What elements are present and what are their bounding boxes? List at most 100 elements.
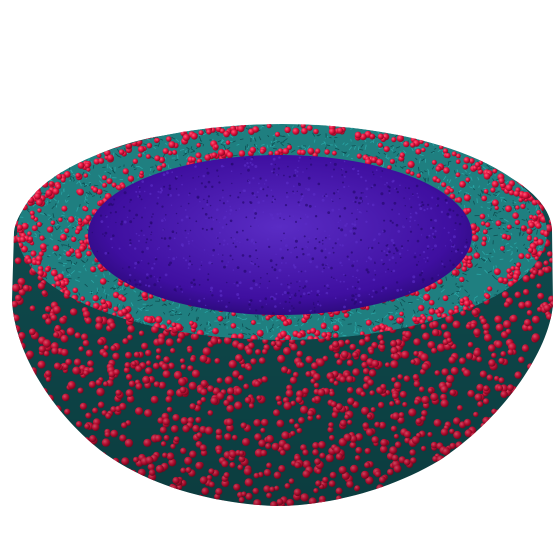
headgroup-bead: [432, 127, 439, 133]
headgroup-bead: [59, 279, 67, 287]
headgroup-bead: [86, 250, 92, 257]
lipid-tail: [84, 267, 87, 272]
headgroup-bead: [175, 323, 183, 331]
headgroup-bead: [556, 477, 560, 483]
headgroup-bead: [525, 411, 533, 419]
lipid-tail: [539, 246, 543, 248]
lipid-tail: [476, 198, 478, 204]
headgroup-bead: [416, 173, 422, 178]
headgroup-bead: [101, 476, 108, 483]
core-particle: [164, 273, 168, 277]
lipid-tail: [418, 158, 421, 164]
headgroup-bead: [106, 178, 113, 185]
headgroup-bead: [463, 194, 471, 202]
headgroup-bead: [137, 507, 144, 514]
headgroup-bead: [546, 429, 553, 436]
lipid-tail: [297, 124, 300, 128]
headgroup-bead: [127, 479, 134, 486]
headgroup-bead: [163, 516, 169, 522]
lipid-tail: [108, 166, 113, 171]
lipid-tail: [454, 148, 458, 151]
lipid-tail: [341, 319, 346, 321]
lipid-tail: [525, 218, 529, 223]
headgroup-bead: [367, 492, 376, 501]
core-particle: [380, 259, 383, 262]
headgroup-bead: [16, 403, 24, 411]
headgroup-bead: [453, 487, 459, 493]
core-particle: [333, 277, 335, 280]
lipid-tail: [195, 146, 199, 150]
core-particle: [296, 175, 299, 177]
core-particle: [207, 195, 210, 198]
lipid-tail: [67, 243, 70, 247]
headgroup-bead: [449, 193, 456, 200]
core-particle: [443, 227, 446, 229]
headgroup-bead: [0, 381, 3, 386]
headgroup-bead: [449, 188, 454, 193]
headgroup-bead: [44, 169, 52, 177]
lipid-tail: [130, 302, 134, 307]
lipid-tail: [58, 254, 62, 256]
lipid-tail: [78, 157, 84, 159]
lipid-tail: [67, 194, 70, 197]
headgroup-bead: [449, 512, 456, 519]
lipid-tail: [344, 143, 349, 146]
headgroup-bead: [505, 205, 512, 213]
lipid-tail: [17, 217, 18, 219]
headgroup-bead: [552, 149, 553, 157]
headgroup-bead: [53, 465, 62, 474]
headgroup-bead: [12, 199, 14, 207]
core-particle: [419, 254, 421, 256]
lipid-tail: [138, 321, 141, 324]
headgroup-bead: [409, 493, 418, 502]
headgroup-bead: [12, 168, 20, 175]
lipid-tail: [477, 177, 480, 181]
lipid-tail: [466, 279, 469, 283]
headgroup-bead: [474, 161, 481, 168]
lipid-tail: [62, 212, 65, 215]
headgroup-bead: [35, 255, 43, 262]
lipid-tail: [152, 169, 155, 173]
headgroup-bead: [145, 154, 151, 159]
headgroup-bead: [230, 323, 237, 329]
core-particle: [367, 256, 371, 259]
lipid-tail: [232, 140, 236, 143]
lipid-tail: [78, 292, 81, 296]
headgroup-bead: [551, 126, 553, 132]
lipid-tail: [121, 285, 124, 290]
core-particle: [446, 212, 450, 216]
headgroup-bead: [119, 501, 127, 507]
headgroup-bead: [554, 410, 560, 418]
headgroup-bead: [29, 210, 35, 216]
headgroup-bead: [357, 126, 366, 128]
core-particle: [305, 188, 307, 190]
headgroup-bead: [504, 141, 510, 147]
headgroup-bead: [132, 158, 138, 164]
headgroup-bead: [540, 416, 549, 425]
headgroup-bead: [533, 126, 543, 136]
lipid-tail: [420, 138, 426, 141]
headgroup-bead: [125, 118, 133, 126]
headgroup-bead: [466, 207, 472, 213]
headgroup-bead: [12, 329, 15, 337]
lipid-tail: [178, 304, 181, 308]
headgroup-bead: [443, 481, 450, 487]
lipid-tail: [291, 125, 294, 128]
headgroup-bead: [65, 143, 73, 152]
headgroup-bead: [359, 133, 367, 141]
lipid-tail: [48, 254, 51, 257]
lipid-tail: [510, 232, 513, 236]
headgroup-bead: [510, 266, 516, 271]
headgroup-bead: [508, 189, 515, 196]
core-particle: [343, 273, 345, 276]
headgroup-bead: [392, 508, 400, 516]
headgroup-bead: [0, 412, 6, 419]
headgroup-bead: [91, 498, 100, 507]
lipid-tail: [502, 205, 506, 208]
lipid-tail: [267, 135, 270, 138]
core-particle: [134, 283, 138, 286]
lipid-tail: [503, 218, 509, 222]
lipid-tail: [359, 149, 364, 151]
headgroup-bead: [534, 473, 542, 481]
core-particle: [201, 227, 204, 230]
